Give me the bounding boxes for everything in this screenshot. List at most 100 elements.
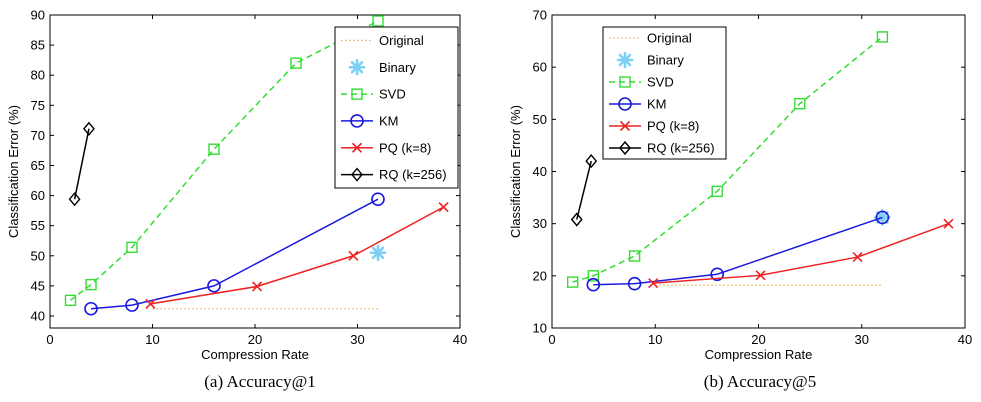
- panel-a-y-tick-label: 70: [31, 128, 45, 143]
- panel-a-legend-box: [334, 26, 459, 189]
- panel-a-legend-entry-binary: Binary: [348, 58, 416, 76]
- panel-b-y-tick-label: 40: [533, 164, 547, 179]
- panel-a-legend-entry-rq-k-256: RQ (k=256): [341, 167, 447, 182]
- panel-b-y-tick-label: 20: [533, 268, 547, 283]
- panel-a-x-tick-label: 0: [46, 332, 53, 347]
- panel-a-series-km: [84, 192, 385, 316]
- panel-b-legend-entry-rq-k-256-label: RQ (k=256): [647, 141, 715, 156]
- panel-a-legend-entry-pq-k-8-label: PQ (k=8): [379, 140, 431, 155]
- panel-b-y-tick-label: 10: [533, 321, 547, 336]
- panel-b-x-tick-label: 0: [548, 332, 555, 347]
- panel-a-legend-entry-km-marker-point-0: [350, 114, 364, 128]
- panel-b-legend-entry-svd-label: SVD: [647, 75, 674, 90]
- panel-a: 0 10 20 30 40 40 45 50 55 60 65 70 75 80 85 90 Compressi…: [6, 8, 467, 392]
- panel-a-series-svd-point-2: [126, 241, 138, 254]
- panel-b-x-tick-label: 30: [855, 332, 869, 347]
- panel-b-series-svd-line: [572, 36, 883, 283]
- panel-b-y-tick-label: 60: [533, 60, 547, 75]
- panel-b-x-tick-label: 20: [751, 332, 765, 347]
- panel-a-legend-entry-original: Original: [341, 33, 424, 48]
- panel-b-legend-entry-rq-k-256-marker-point-0: [619, 140, 631, 156]
- panel-a-series-pq-k-8: [145, 201, 449, 309]
- panel-a-legend-entry-pq-k-8-marker-point-0: [351, 142, 363, 153]
- panel-a-series-rq-k-256: [68, 121, 95, 207]
- panel-b-legend-entry-binary: Binary: [616, 51, 684, 69]
- panel-b-y-tick-label: 50: [533, 112, 547, 127]
- panel-b-legend-entry-km-label: KM: [647, 97, 667, 112]
- panel-a-series-svd: [64, 15, 384, 307]
- panel-a-y-tick-label: 45: [31, 278, 45, 293]
- panel-a-y-axis-label: Classification Error (%): [6, 105, 21, 238]
- panel-a-series-binary-point-0: [369, 244, 387, 262]
- panel-b-series-rq-k-256-line: [576, 160, 592, 220]
- panel-a-series-svd-point-1: [85, 278, 97, 291]
- panel-a-series-svd-point-4: [290, 57, 302, 69]
- panel-b-x-tick-label: 40: [958, 332, 972, 347]
- panel-a-legend-entry-rq-k-256-label: RQ (k=256): [379, 167, 447, 182]
- panel-a-series-pq-k-8-point-2: [348, 250, 359, 261]
- panel-b-y-axis-label: Classification Error (%): [508, 105, 523, 238]
- panel-b-legend-entry-pq-k-8: PQ (k=8): [609, 119, 699, 134]
- panel-b-series-pq-k-8-point-3: [943, 218, 954, 229]
- panel-b-series-svd-point-1: [587, 270, 599, 282]
- panel-b-legend: Original Binary SVD KM PQ (k=8) RQ (k=256): [602, 26, 727, 160]
- panel-a-y-tick-label: 90: [31, 8, 45, 23]
- panel-a-y-tick-label: 75: [31, 98, 45, 113]
- panel-b-series-km: [586, 210, 890, 292]
- panel-a-legend: Original Binary SVD KM PQ (k=8) RQ (k=256): [334, 26, 459, 189]
- panel-b-series-svd-point-3: [711, 185, 723, 198]
- panel-b-legend-entry-binary-marker-point-0: [616, 51, 634, 69]
- panel-a-legend-entry-svd: SVD: [341, 87, 406, 102]
- panel-a-series-pq-k-8-point-0: [145, 298, 156, 309]
- panel-a-series-binary: [369, 244, 387, 262]
- panel-b-series-pq-k-8: [648, 218, 954, 289]
- panel-b-legend-entry-svd: SVD: [609, 75, 674, 90]
- panel-a-legend-entry-pq-k-8: PQ (k=8): [341, 140, 431, 155]
- panel-a-x-axis-label: Compression Rate: [201, 347, 309, 362]
- panel-a-series-pq-k-8-point-3: [438, 201, 449, 213]
- panel-b-series-pq-k-8-line: [653, 222, 949, 284]
- panel-a-legend-entry-binary-marker-point-0: [348, 58, 366, 76]
- panel-b-x-tick-label: 10: [648, 332, 662, 347]
- panel-b-series-svd-point-5: [876, 31, 889, 43]
- panel-a-legend-entry-rq-k-256-marker-point-0: [351, 167, 363, 182]
- panel-a-y-tick-label: 80: [31, 68, 45, 83]
- panel-b-series-pq-k-8-point-0: [648, 278, 659, 289]
- panel-a-series-rq-k-256-line: [73, 128, 90, 200]
- panel-a-legend-entry-binary-label: Binary: [379, 60, 416, 75]
- panel-b-series-rq-k-256-point-0: [570, 212, 583, 227]
- panel-a-series-km-line: [90, 198, 379, 310]
- panel-b-legend-entry-binary-label: Binary: [647, 53, 684, 68]
- panel-a-y-tick-label: 40: [31, 308, 45, 323]
- panel-a-caption: (a) Accuracy@1: [204, 372, 315, 391]
- panel-b-series-svd: [566, 31, 889, 288]
- panel-a-y-tick-label: 60: [31, 188, 45, 203]
- panel-a-x-tick-label: 30: [350, 332, 364, 347]
- panel-b-series-pq-k-8-point-2: [852, 251, 863, 263]
- panel-b-caption: (b) Accuracy@5: [704, 372, 816, 391]
- panel-b-legend-entry-km: KM: [609, 97, 667, 112]
- panel-b-series-svd-point-2: [628, 250, 641, 262]
- panel-b-series-svd-point-0: [566, 276, 579, 288]
- panel-b-series-svd-point-4: [794, 97, 806, 110]
- panel-a-series-pq-k-8-point-1: [251, 281, 263, 292]
- panel-a-series-km-point-2: [207, 279, 221, 293]
- panel-a-series-svd-line: [70, 20, 379, 301]
- panel-b-series-pq-k-8-point-1: [755, 270, 766, 281]
- panel-a-x-tick-label: 10: [145, 332, 159, 347]
- panel-a-series-svd-point-3: [208, 143, 220, 155]
- panel-b-x-axis-label: Compression Rate: [705, 347, 813, 362]
- panel-a-series-km-point-3: [371, 192, 385, 206]
- panel-a-x-tick-label: 20: [248, 332, 262, 347]
- panel-b-series-rq-k-256-point-1: [585, 153, 598, 169]
- panel-b-series-km-point-1: [627, 276, 642, 291]
- panel-a-series-rq-k-256-point-0: [68, 192, 81, 207]
- panel-a-series-svd-point-0: [64, 294, 77, 307]
- panel-b-legend-box: [602, 26, 727, 160]
- panel-a-legend-entry-svd-label: SVD: [379, 87, 406, 102]
- panel-a-series-km-point-0: [84, 301, 98, 316]
- panel-b-series-km-point-0: [586, 277, 601, 292]
- panel-b-legend-entry-original: Original: [609, 31, 692, 46]
